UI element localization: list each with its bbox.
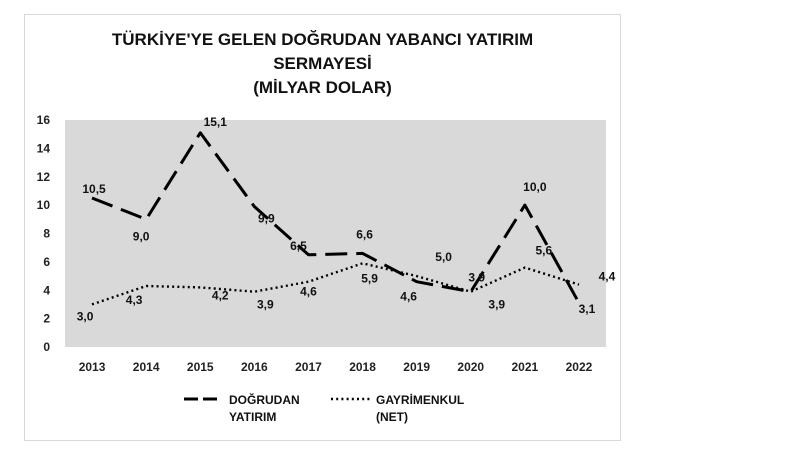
data-label-real-estate: 4,2 <box>212 288 229 302</box>
x-tick-label: 2020 <box>457 360 484 374</box>
y-tick-label: 0 <box>43 340 50 354</box>
legend-label-direct-investment-line-1: DOĞRUDAN <box>229 393 300 407</box>
data-label-direct-investment: 9,9 <box>258 212 275 226</box>
data-label-real-estate: 5,6 <box>536 244 553 258</box>
data-label-direct-investment: 3,9 <box>468 271 485 285</box>
data-label-direct-investment: 10,5 <box>82 182 106 196</box>
legend-label-real-estate-line-1: GAYRİMENKUL <box>376 393 465 407</box>
x-tick-label: 2015 <box>187 360 214 374</box>
data-label-direct-investment: 15,1 <box>204 115 228 129</box>
y-tick-label: 14 <box>37 141 51 155</box>
x-tick-label: 2017 <box>295 360 322 374</box>
data-label-real-estate: 5,0 <box>435 250 452 264</box>
x-tick-label: 2013 <box>79 360 106 374</box>
y-tick-label: 2 <box>43 312 50 326</box>
data-label-direct-investment: 9,0 <box>133 229 150 243</box>
series-line-real-estate <box>91 262 580 306</box>
data-label-real-estate: 3,0 <box>77 309 94 323</box>
legend-label-direct-investment: DOĞRUDAN YATIRIM <box>229 392 339 426</box>
x-tick-label: 2022 <box>566 360 593 374</box>
data-label-real-estate: 4,6 <box>300 285 317 299</box>
data-label-real-estate: 3,9 <box>257 298 274 312</box>
y-tick-label: 16 <box>37 113 51 127</box>
y-tick-label: 10 <box>37 198 51 212</box>
chart-title: TÜRKİYE'YE GELEN DOĞRUDAN YABANCI YATIRI… <box>24 28 621 100</box>
series-line-direct-investment <box>91 131 581 304</box>
x-tick-label: 2018 <box>349 360 376 374</box>
x-tick-label: 2016 <box>241 360 268 374</box>
chart-title-line-1: TÜRKİYE'YE GELEN DOĞRUDAN YABANCI YATIRI… <box>111 30 534 49</box>
x-tick-label: 2014 <box>133 360 160 374</box>
chart-title-line-3: (MİLYAR DOLAR) <box>253 78 392 97</box>
data-label-real-estate: 5,9 <box>361 271 378 285</box>
x-tick-label: 2021 <box>511 360 538 374</box>
x-tick-label: 2019 <box>403 360 430 374</box>
data-label-direct-investment: 6,6 <box>356 227 373 241</box>
data-label-real-estate: 4,4 <box>599 270 616 284</box>
legend-label-direct-investment-line-2: YATIRIM <box>229 410 277 424</box>
y-tick-label: 6 <box>43 255 50 269</box>
data-label-real-estate: 4,3 <box>126 293 143 307</box>
data-label-direct-investment: 3,1 <box>579 302 596 316</box>
plot-area <box>65 120 606 347</box>
legend-label-real-estate: GAYRİMENKUL (NET) <box>376 392 486 426</box>
y-tick-label: 8 <box>43 227 50 241</box>
y-tick-label: 12 <box>37 170 51 184</box>
y-tick-label: 4 <box>43 283 50 297</box>
legend-label-real-estate-line-2: (NET) <box>376 410 408 424</box>
data-label-direct-investment: 10,0 <box>523 180 547 194</box>
data-label-real-estate: 3,9 <box>488 298 505 312</box>
data-label-direct-investment: 6,5 <box>290 239 307 253</box>
data-label-direct-investment: 4,6 <box>400 290 417 304</box>
chart-title-line-2: SERMAYESİ <box>273 54 372 73</box>
